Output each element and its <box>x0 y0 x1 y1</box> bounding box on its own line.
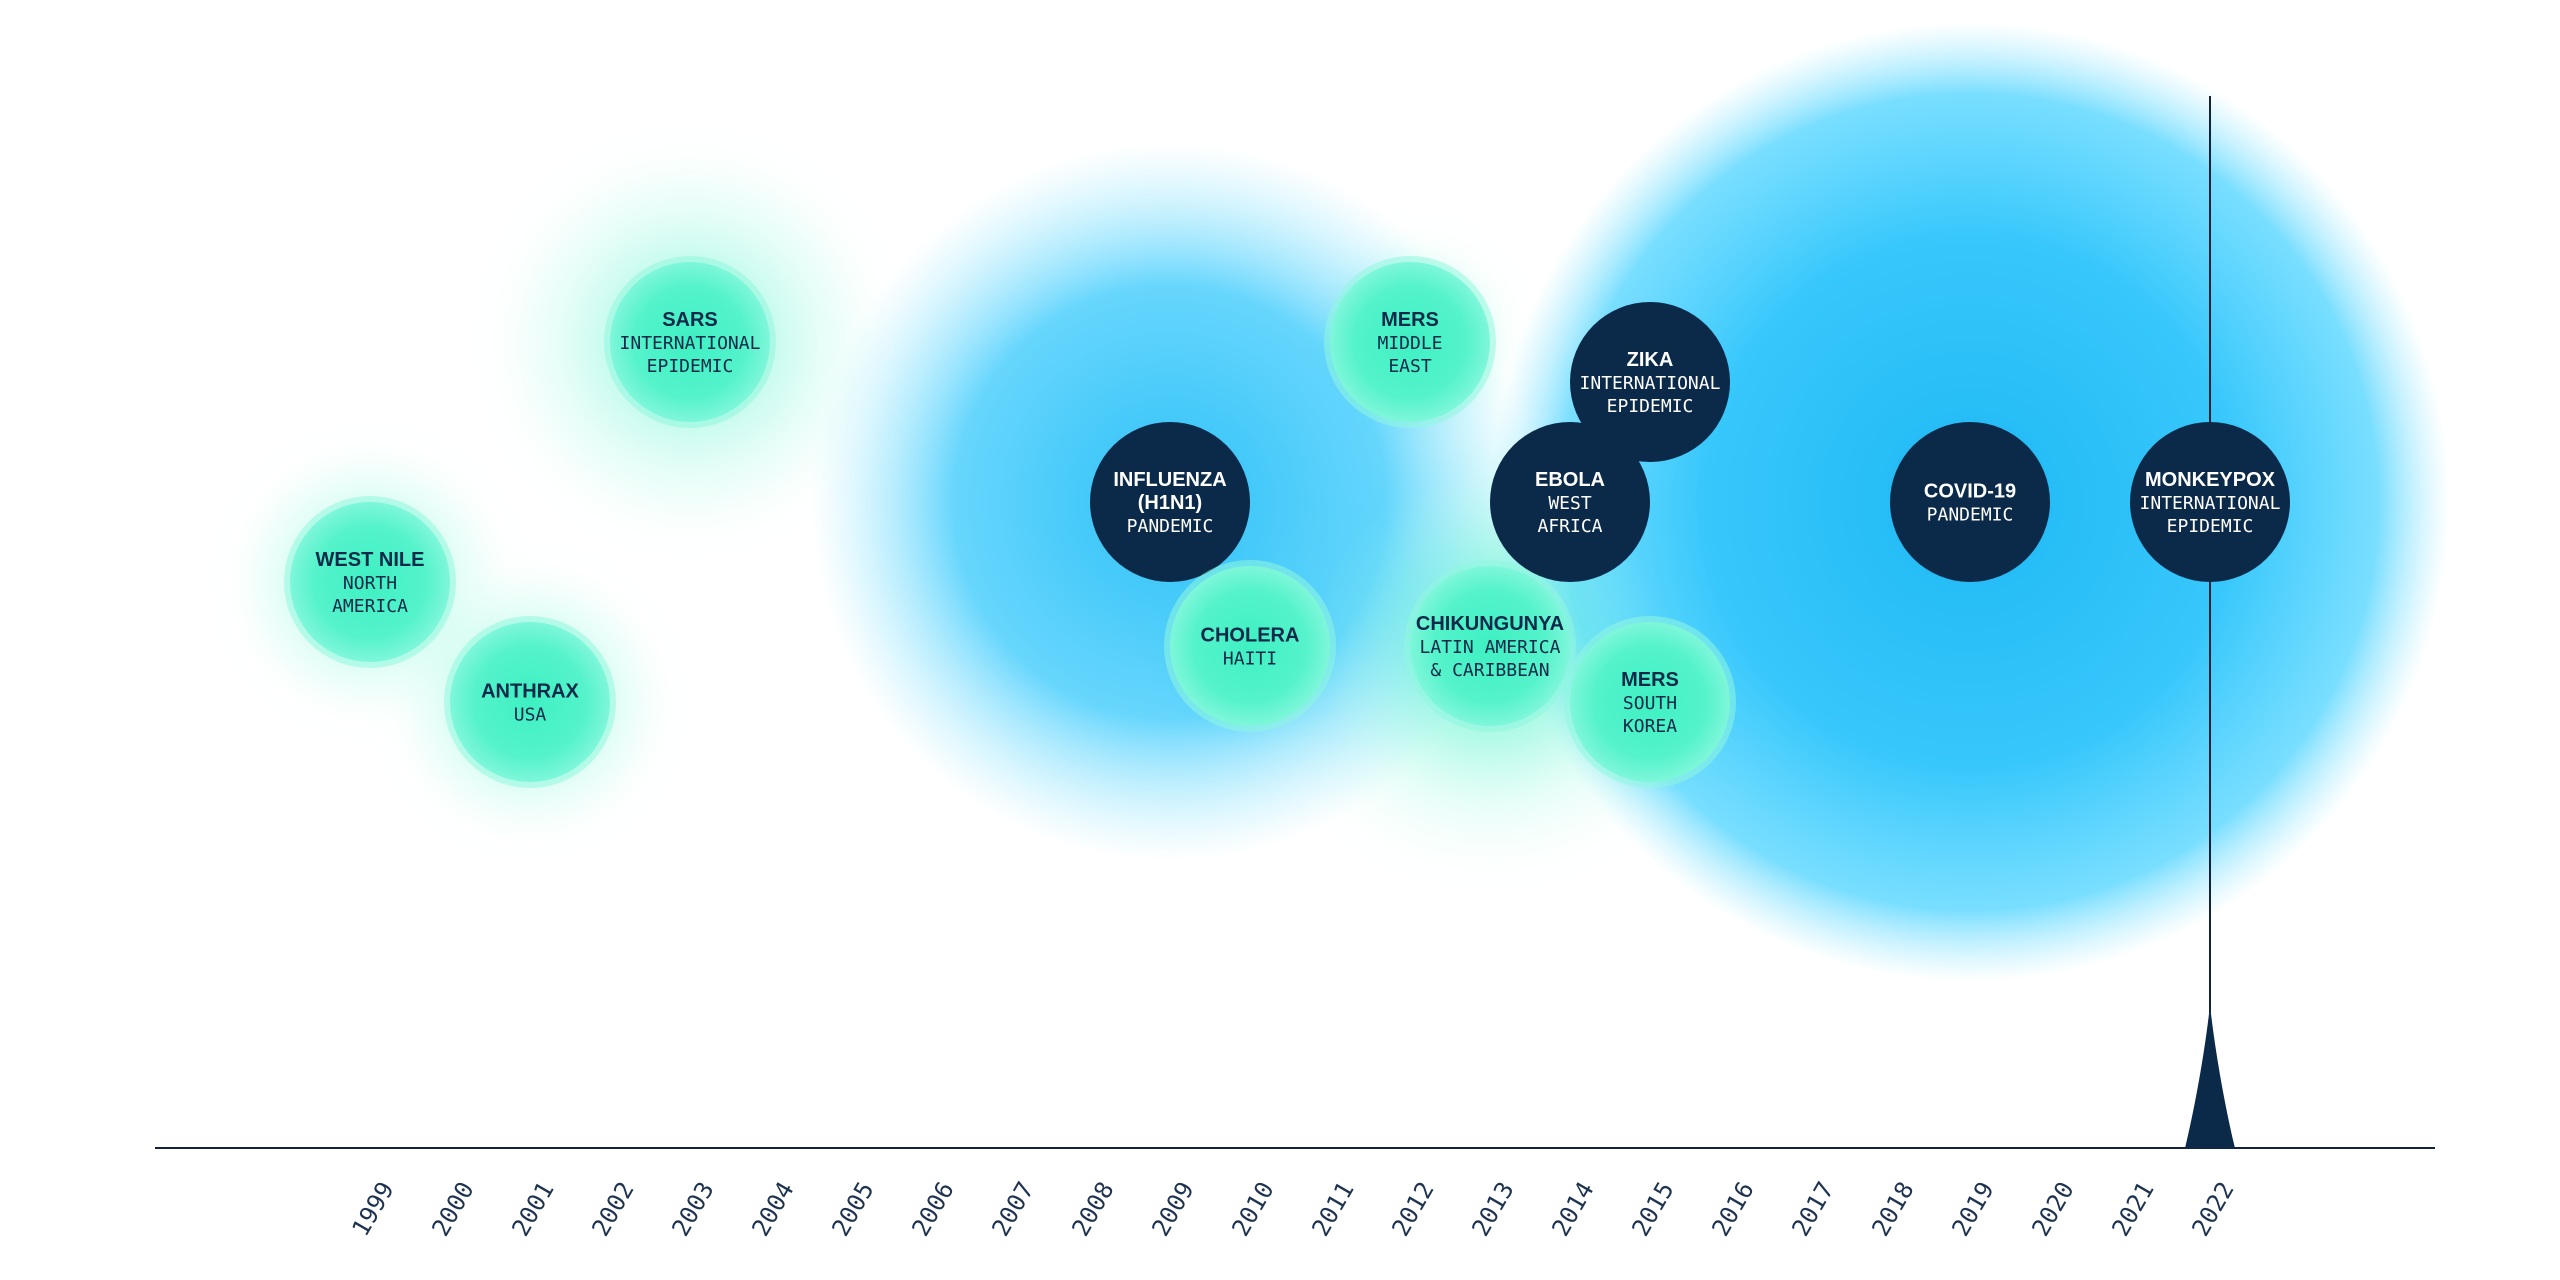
halo-layer <box>200 22 2450 982</box>
year-label-2004: 2004 <box>746 1177 799 1241</box>
event-subtitle: SOUTH <box>1623 693 1677 714</box>
event-title: MERS <box>1621 669 1679 691</box>
current-year-spike <box>2185 1005 2235 1148</box>
year-label-2007: 2007 <box>986 1177 1039 1241</box>
year-label-2022: 2022 <box>2186 1177 2239 1241</box>
event-disc <box>1570 622 1730 782</box>
event-subtitle: NORTH <box>343 573 397 594</box>
event-title: WEST NILE <box>316 549 425 571</box>
event-subtitle: EPIDEMIC <box>647 356 734 377</box>
event-subtitle: USA <box>514 705 547 726</box>
year-label-2020: 2020 <box>2026 1177 2079 1241</box>
year-label-2010: 2010 <box>1226 1177 1279 1241</box>
event-disc <box>450 622 610 782</box>
year-label-2016: 2016 <box>1706 1177 1759 1241</box>
event-subtitle: AFRICA <box>1537 516 1602 537</box>
event-disc <box>1170 566 1330 726</box>
event-disc <box>2130 422 2290 582</box>
year-label-2012: 2012 <box>1386 1177 1439 1241</box>
year-label-2019: 2019 <box>1946 1177 1999 1241</box>
event-disc <box>1330 262 1490 422</box>
event-disc <box>290 502 450 662</box>
event-subtitle: HAITI <box>1223 649 1277 670</box>
year-label-2018: 2018 <box>1866 1177 1919 1241</box>
year-label-2014: 2014 <box>1546 1177 1599 1241</box>
event-title: ZIKA <box>1627 349 1674 371</box>
event-subtitle: AMERICA <box>332 596 408 617</box>
event-disc <box>1570 302 1730 462</box>
year-label-2011: 2011 <box>1306 1177 1359 1241</box>
event-title: MERS <box>1381 309 1439 331</box>
event-disc <box>1890 422 2050 582</box>
year-label-2003: 2003 <box>666 1177 719 1241</box>
event-title: EBOLA <box>1535 469 1605 491</box>
event-nodes: WEST NILENORTHAMERICAANTHRAXUSASARSINTER… <box>284 256 2290 788</box>
event-disc <box>1490 422 1650 582</box>
year-label-2021: 2021 <box>2106 1177 2159 1241</box>
year-label-2002: 2002 <box>586 1177 639 1241</box>
year-label-2006: 2006 <box>906 1177 959 1241</box>
event-disc <box>610 262 770 422</box>
event-subtitle: EAST <box>1388 356 1432 377</box>
event-title: ANTHRAX <box>481 681 579 703</box>
event-subtitle: PANDEMIC <box>1127 516 1214 537</box>
year-label-2008: 2008 <box>1066 1177 1119 1241</box>
year-label-2017: 2017 <box>1786 1177 1839 1241</box>
current-year-marker <box>2185 96 2235 1148</box>
event-subtitle: MIDDLE <box>1377 333 1442 354</box>
event-subtitle: EPIDEMIC <box>2167 516 2254 537</box>
event-subtitle: WEST <box>1548 493 1592 514</box>
event-title: COVID-19 <box>1924 481 2016 503</box>
year-label-2005: 2005 <box>826 1177 879 1241</box>
event-subtitle: KOREA <box>1623 716 1677 737</box>
event-title: SARS <box>662 309 718 331</box>
event-title: CHOLERA <box>1201 625 1300 647</box>
year-label-2009: 2009 <box>1146 1177 1199 1241</box>
event-subtitle: PANDEMIC <box>1927 505 2014 526</box>
event-disc <box>1410 566 1570 726</box>
event-subtitle: INTERNATIONAL <box>2140 493 2281 514</box>
event-node-influenza[interactable]: INFLUENZA(H1N1)PANDEMIC <box>1090 422 1250 582</box>
event-subtitle: EPIDEMIC <box>1607 396 1694 417</box>
event-title: MONKEYPOX <box>2145 469 2276 491</box>
event-subtitle: INTERNATIONAL <box>620 333 761 354</box>
event-title: CHIKUNGUNYA <box>1416 613 1564 635</box>
event-title: INFLUENZA <box>1113 469 1226 491</box>
year-label-2000: 2000 <box>426 1177 479 1241</box>
event-subtitle: INTERNATIONAL <box>1580 373 1721 394</box>
event-title: (H1N1) <box>1138 492 1202 514</box>
year-label-1999: 1999 <box>346 1177 399 1241</box>
event-subtitle: LATIN AMERICA <box>1420 637 1561 658</box>
year-label-2001: 2001 <box>506 1177 559 1241</box>
year-label-2013: 2013 <box>1466 1177 1519 1241</box>
year-labels: 1999 2000 2001 2002 2003 2004 2005 2006 2007 2008… <box>346 1177 2239 1241</box>
event-subtitle: & CARIBBEAN <box>1430 660 1549 681</box>
year-label-2015: 2015 <box>1626 1177 1679 1241</box>
event-disc <box>1090 422 1250 582</box>
